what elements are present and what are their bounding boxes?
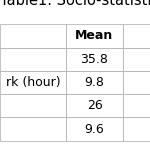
- Text: Table1. Socio-statistical Da: Table1. Socio-statistical Da: [0, 0, 150, 8]
